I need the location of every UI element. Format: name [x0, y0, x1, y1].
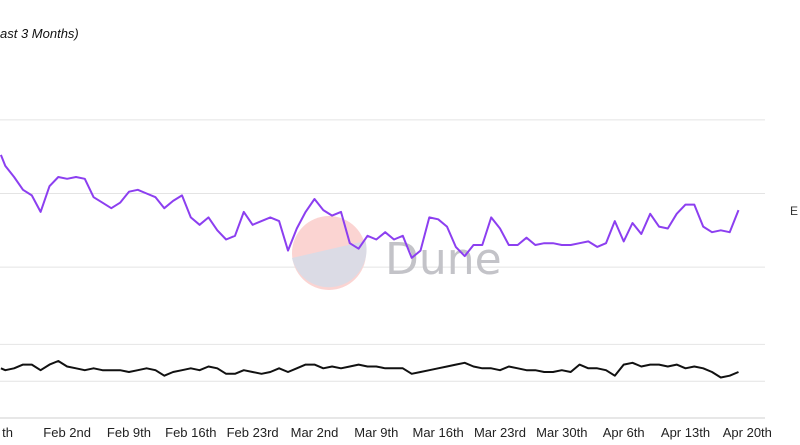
x-tick-label: Mar 9th	[354, 425, 398, 440]
x-tick-label: Feb 16th	[165, 425, 216, 440]
x-tick-label: Mar 2nd	[291, 425, 339, 440]
x-tick-label: th	[2, 425, 13, 440]
legend-label: E	[790, 204, 799, 218]
x-tick-label: Apr 13th	[661, 425, 710, 440]
x-tick-label: Feb 23rd	[227, 425, 279, 440]
x-tick-label: Feb 2nd	[43, 425, 91, 440]
x-tick-label: Mar 30th	[536, 425, 587, 440]
series-line-0	[0, 154, 740, 259]
series-line-1	[0, 360, 739, 379]
gridlines	[0, 119, 765, 419]
x-tick-label: Mar 16th	[412, 425, 463, 440]
dune-logo-lower-icon	[292, 241, 367, 288]
x-tick-label: Feb 9th	[107, 425, 151, 440]
x-axis-ticks: th Feb 2nd Feb 9th Feb 16th Feb 23rd Mar 2nd M…	[2, 425, 772, 440]
x-tick-label: Apr 20th	[723, 425, 772, 440]
dune-watermark: Dune	[292, 216, 502, 290]
x-tick-label: Apr 6th	[603, 425, 645, 440]
x-tick-label: Mar 23rd	[474, 425, 526, 440]
series-lines	[0, 154, 740, 379]
chart-title: ast 3 Months)	[0, 26, 79, 41]
